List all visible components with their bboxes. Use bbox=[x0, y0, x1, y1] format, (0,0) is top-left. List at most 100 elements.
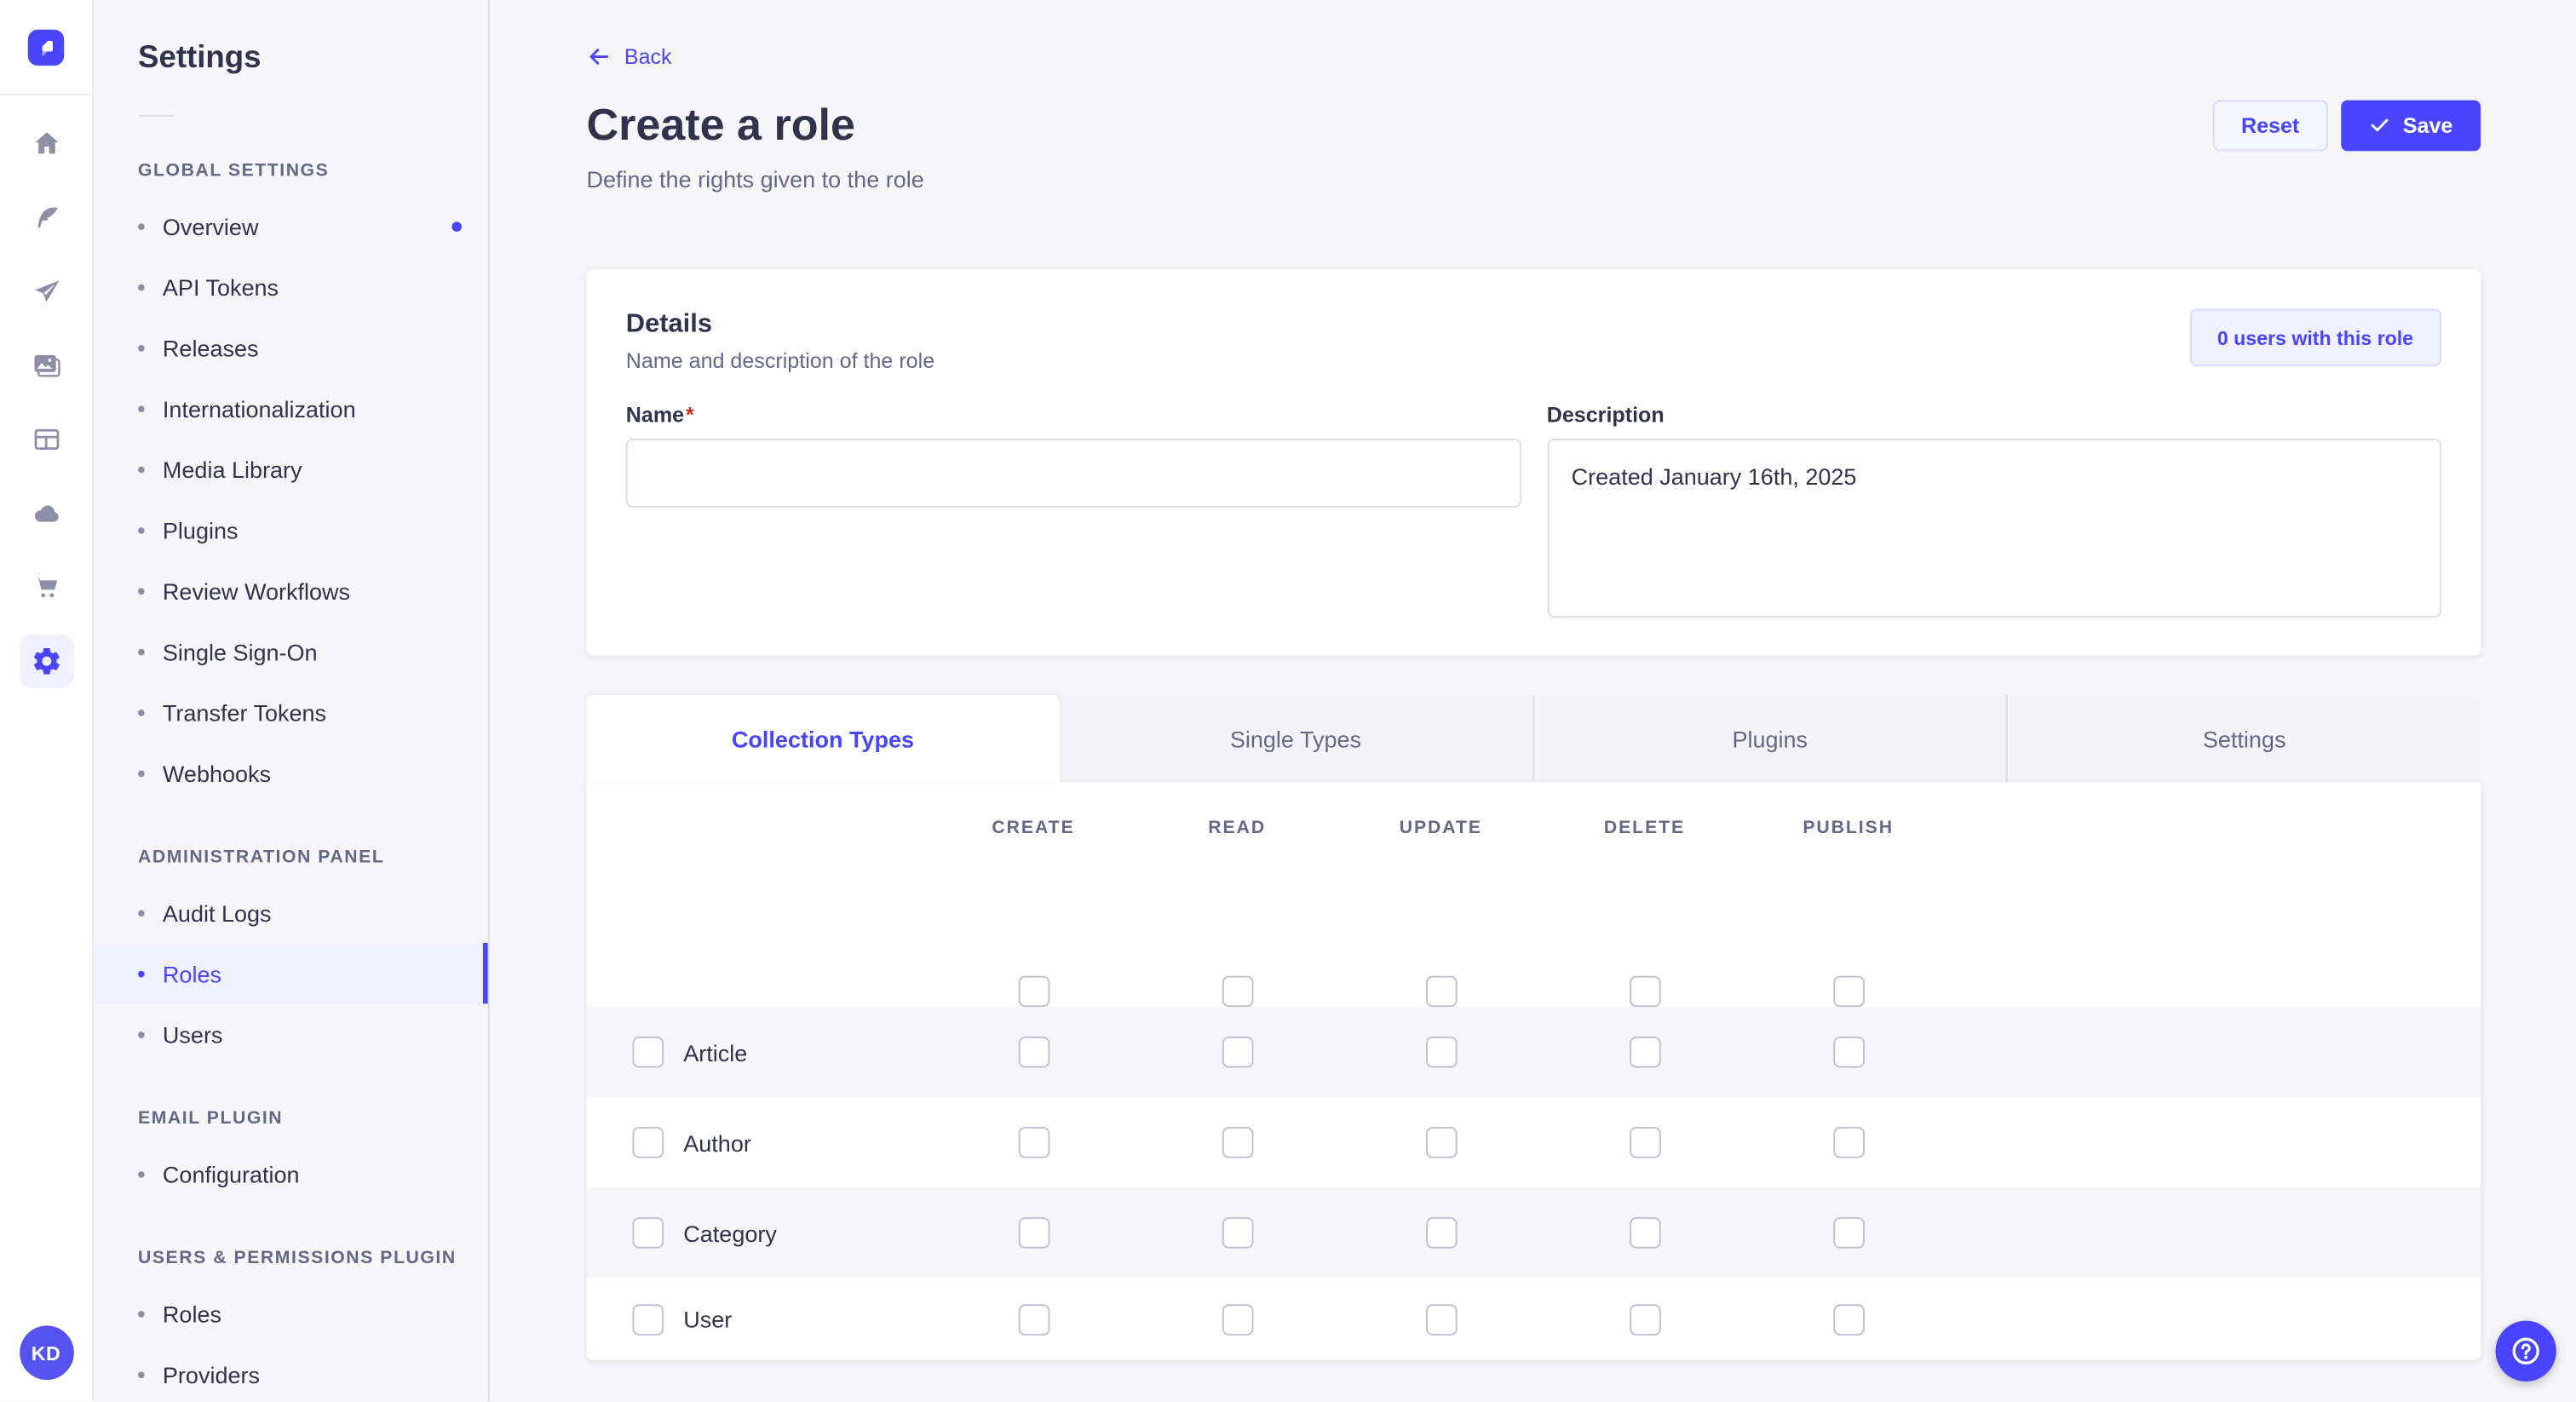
bullet-icon bbox=[137, 465, 145, 473]
bullet-icon bbox=[137, 1310, 145, 1317]
author-delete-checkbox[interactable] bbox=[1629, 1126, 1660, 1158]
subnav-item-configuration[interactable]: Configuration bbox=[94, 1143, 488, 1204]
subnav-item-label: Plugins bbox=[162, 516, 239, 543]
layout-icon[interactable] bbox=[19, 412, 73, 467]
subnav-item-overview[interactable]: Overview bbox=[94, 195, 488, 256]
gear-icon[interactable] bbox=[19, 634, 73, 689]
article-read-checkbox[interactable] bbox=[1221, 1036, 1253, 1068]
category-create-checkbox[interactable] bbox=[1017, 1217, 1049, 1249]
help-button[interactable] bbox=[2495, 1321, 2556, 1382]
name-input[interactable] bbox=[625, 438, 1521, 508]
subnav-item-releases[interactable]: Releases bbox=[94, 317, 488, 377]
permissions-rows: Article Author Category User bbox=[586, 1007, 2481, 1360]
row-label: Author bbox=[683, 1129, 751, 1156]
category-publish-checkbox[interactable] bbox=[1832, 1217, 1864, 1249]
permission-row-user: User bbox=[586, 1278, 2481, 1359]
subnav-item-label: Audit Logs bbox=[162, 899, 272, 926]
subnav-item-review-workflows[interactable]: Review Workflows bbox=[94, 560, 488, 621]
description-label: Description bbox=[1546, 402, 1665, 428]
article-delete-checkbox[interactable] bbox=[1629, 1036, 1660, 1068]
user-delete-checkbox[interactable] bbox=[1629, 1303, 1660, 1335]
subnav-item-users[interactable]: Users bbox=[94, 1003, 488, 1064]
subnav-item-transfer-tokens[interactable]: Transfer Tokens bbox=[94, 681, 488, 742]
select-row-author-checkbox[interactable] bbox=[631, 1126, 664, 1158]
category-update-checkbox[interactable] bbox=[1425, 1217, 1457, 1249]
subnav-item-media-library[interactable]: Media Library bbox=[94, 439, 488, 499]
subnav-item-label: Single Sign-On bbox=[162, 638, 318, 665]
paper-plane-icon[interactable] bbox=[19, 264, 73, 319]
save-button[interactable]: Save bbox=[2340, 100, 2481, 152]
section-label: GLOBAL SETTINGS bbox=[137, 160, 330, 181]
subnav-item-roles[interactable]: Roles bbox=[94, 1283, 488, 1343]
subnav-item-audit-logs[interactable]: Audit Logs bbox=[94, 882, 488, 943]
user-update-checkbox[interactable] bbox=[1425, 1303, 1457, 1335]
user-create-checkbox[interactable] bbox=[1017, 1303, 1049, 1335]
details-subtitle: Name and description of the role bbox=[625, 348, 935, 373]
tab-single-types[interactable]: Single Types bbox=[1059, 695, 1532, 782]
cloud-icon[interactable] bbox=[19, 486, 73, 541]
subnav-item-plugins[interactable]: Plugins bbox=[94, 499, 488, 560]
subnav-item-providers[interactable]: Providers bbox=[94, 1344, 488, 1402]
select-row-category-checkbox[interactable] bbox=[631, 1217, 664, 1249]
subnav-item-internationalization[interactable]: Internationalization bbox=[94, 378, 488, 439]
subnav-section-global-settings: GLOBAL SETTINGS Overview API Tokens Release… bbox=[94, 159, 488, 803]
select-all-update-checkbox[interactable] bbox=[1425, 975, 1457, 1008]
category-delete-checkbox[interactable] bbox=[1629, 1217, 1660, 1249]
check-icon bbox=[2370, 118, 2388, 132]
tab-plugins[interactable]: Plugins bbox=[1532, 694, 2006, 782]
subnav-item-label: Media Library bbox=[162, 456, 302, 483]
author-publish-checkbox[interactable] bbox=[1832, 1126, 1864, 1158]
author-update-checkbox[interactable] bbox=[1425, 1126, 1457, 1158]
user-avatar[interactable]: KD bbox=[19, 1326, 73, 1381]
bullet-icon bbox=[137, 969, 145, 977]
subnav-item-api-tokens[interactable]: API Tokens bbox=[94, 256, 488, 317]
article-create-checkbox[interactable] bbox=[1017, 1036, 1049, 1068]
bullet-icon bbox=[137, 405, 145, 412]
users-with-role-button[interactable]: 0 users with this role bbox=[2189, 308, 2441, 367]
user-publish-checkbox[interactable] bbox=[1832, 1303, 1864, 1335]
subnav-sections: GLOBAL SETTINGS Overview API Tokens Release… bbox=[93, 159, 488, 1402]
select-row-article-checkbox[interactable] bbox=[631, 1036, 664, 1068]
media-library-icon[interactable] bbox=[19, 338, 73, 393]
subnav-item-roles[interactable]: Roles bbox=[93, 942, 488, 1004]
bullet-icon bbox=[137, 222, 145, 230]
article-publish-checkbox[interactable] bbox=[1832, 1036, 1864, 1068]
select-all-delete-checkbox[interactable] bbox=[1629, 975, 1660, 1008]
category-read-checkbox[interactable] bbox=[1221, 1217, 1253, 1249]
cart-icon[interactable] bbox=[19, 560, 73, 615]
select-all-create-checkbox[interactable] bbox=[1017, 975, 1049, 1008]
arrow-left-icon bbox=[589, 49, 609, 65]
author-read-checkbox[interactable] bbox=[1221, 1126, 1253, 1158]
tab-label: Plugins bbox=[1732, 725, 1808, 752]
subnav-item-label: API Tokens bbox=[162, 273, 279, 300]
permission-row-category: Category bbox=[586, 1187, 2481, 1278]
subnav-section-administration-panel: ADMINISTRATION PANEL Audit Logs Roles Users bbox=[93, 846, 488, 1064]
subnav-item-single-sign-on[interactable]: Single Sign-On bbox=[94, 621, 488, 681]
select-all-publish-checkbox[interactable] bbox=[1832, 975, 1864, 1008]
permissions-panel: CREATE READ UPDATE DELETE PUBLISH Article Aut… bbox=[586, 781, 2481, 1360]
strapi-logo[interactable] bbox=[27, 28, 65, 66]
user-read-checkbox[interactable] bbox=[1221, 1303, 1253, 1335]
section-label: USERS & PERMISSIONS PLUGIN bbox=[137, 1248, 457, 1268]
description-textarea[interactable]: Created January 16th, 2025 bbox=[1546, 438, 2441, 618]
tab-settings[interactable]: Settings bbox=[2006, 694, 2481, 782]
back-link[interactable]: Back bbox=[586, 44, 672, 69]
bullet-icon bbox=[137, 1170, 145, 1177]
article-update-checkbox[interactable] bbox=[1425, 1036, 1457, 1068]
name-field-group: Name * bbox=[625, 401, 1521, 626]
required-asterisk: * bbox=[686, 402, 694, 428]
bullet-icon bbox=[137, 647, 145, 655]
column-header-delete: DELETE bbox=[1603, 818, 1686, 838]
tab-label: Settings bbox=[2202, 725, 2286, 752]
subnav-item-webhooks[interactable]: Webhooks bbox=[94, 743, 488, 803]
select-all-read-checkbox[interactable] bbox=[1221, 975, 1253, 1008]
home-icon[interactable] bbox=[19, 117, 73, 171]
select-all-row bbox=[586, 854, 2481, 1008]
reset-button[interactable]: Reset bbox=[2213, 100, 2328, 152]
select-row-user-checkbox[interactable] bbox=[631, 1303, 664, 1335]
subnav-item-label: Users bbox=[162, 1020, 223, 1048]
author-create-checkbox[interactable] bbox=[1017, 1126, 1049, 1158]
tab-collection-types[interactable]: Collection Types bbox=[586, 694, 1060, 782]
feather-icon[interactable] bbox=[19, 191, 73, 245]
